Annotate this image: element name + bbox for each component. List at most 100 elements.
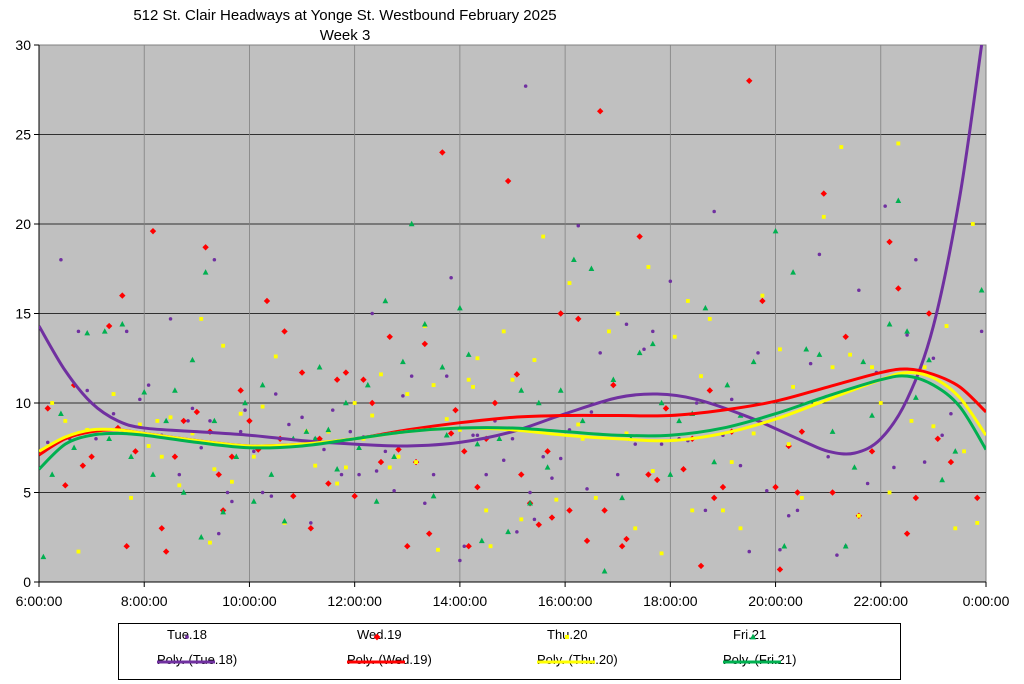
data-point: [238, 429, 243, 434]
data-point: [724, 381, 731, 388]
y-tick-label: 25: [15, 127, 31, 143]
data-point: [765, 488, 769, 493]
data-point: [515, 530, 519, 534]
data-point: [190, 431, 195, 436]
data-point: [335, 481, 340, 486]
chart-title-block: 512 St. Clair Headways at Yonge St. West…: [0, 6, 690, 46]
data-point: [168, 415, 173, 420]
data-point: [401, 394, 405, 398]
data-point: [199, 316, 204, 321]
data-point: [510, 377, 515, 382]
data-point: [444, 374, 449, 378]
data-point: [348, 429, 353, 434]
data-point: [712, 209, 716, 214]
data-point: [373, 498, 380, 504]
data-point: [776, 566, 784, 573]
data-point: [132, 448, 139, 455]
data-point: [759, 297, 766, 305]
data-point: [615, 311, 620, 316]
data-point: [462, 544, 467, 548]
data-point: [111, 411, 116, 416]
data-point: [504, 177, 512, 185]
legend-marker-swatch: [749, 633, 757, 640]
data-point: [567, 281, 572, 285]
data-point: [944, 324, 949, 328]
data-point: [541, 234, 546, 239]
data-point: [596, 108, 604, 115]
data-point: [610, 381, 617, 389]
data-point: [975, 521, 980, 525]
data-point: [659, 551, 664, 556]
data-point: [76, 549, 81, 554]
x-tick-label: 0:00:00: [963, 593, 1010, 609]
data-point: [528, 490, 532, 495]
data-point: [839, 145, 844, 149]
data-point: [738, 526, 743, 531]
data-point: [357, 472, 361, 477]
data-point: [970, 222, 975, 226]
data-point: [868, 448, 876, 455]
data-point: [421, 340, 429, 348]
data-point: [322, 447, 326, 452]
data-point: [624, 431, 629, 436]
data-point: [702, 304, 709, 311]
data-point: [633, 526, 638, 531]
data-point: [309, 521, 313, 525]
data-point: [535, 399, 542, 406]
data-point: [343, 399, 349, 406]
data-point: [519, 517, 524, 522]
data-point: [601, 507, 608, 514]
data-point: [186, 419, 190, 423]
y-tick-label: 20: [15, 216, 31, 232]
data-point: [729, 397, 734, 402]
data-point: [557, 310, 564, 317]
data-point: [478, 537, 485, 544]
data-point: [738, 463, 743, 468]
data-point: [439, 149, 446, 156]
x-tick-label: 6:00:00: [16, 593, 63, 609]
data-point: [211, 417, 218, 424]
data-point: [138, 397, 142, 402]
data-point: [527, 500, 533, 506]
data-point: [699, 374, 703, 379]
legend-item: Poly. (Wed.19): [347, 652, 432, 667]
data-point: [922, 365, 927, 370]
data-point: [316, 364, 323, 370]
data-point: [501, 458, 506, 463]
data-point: [799, 495, 804, 500]
data-point: [273, 392, 278, 396]
data-point: [829, 489, 836, 496]
legend-marker: [564, 634, 570, 640]
data-point: [396, 454, 401, 459]
data-point: [535, 521, 543, 528]
data-point: [312, 435, 319, 442]
data-point: [896, 141, 901, 146]
data-point: [387, 465, 392, 470]
data-point: [263, 297, 271, 305]
legend-item: Poly. (Tue.18): [157, 652, 237, 667]
data-point: [268, 471, 275, 477]
data-point: [842, 333, 849, 340]
data-point: [150, 471, 156, 477]
data-point: [848, 352, 853, 357]
data-point: [189, 356, 196, 363]
data-point: [707, 316, 712, 321]
data-point: [452, 406, 459, 414]
data-point: [931, 356, 936, 361]
data-point: [155, 418, 160, 423]
data-point: [532, 358, 537, 362]
data-point: [860, 358, 867, 365]
data-point: [974, 494, 981, 502]
x-tick-label: 22:00:00: [854, 593, 909, 609]
data-point: [756, 351, 760, 355]
data-point: [658, 399, 665, 406]
data-point: [237, 387, 244, 394]
data-point: [405, 392, 410, 396]
data-point: [624, 322, 629, 326]
data-point: [430, 492, 437, 499]
data-point: [199, 445, 203, 450]
data-point: [835, 553, 839, 557]
data-point: [76, 329, 81, 334]
data-point: [667, 471, 674, 477]
y-tick-label: 10: [15, 395, 31, 411]
